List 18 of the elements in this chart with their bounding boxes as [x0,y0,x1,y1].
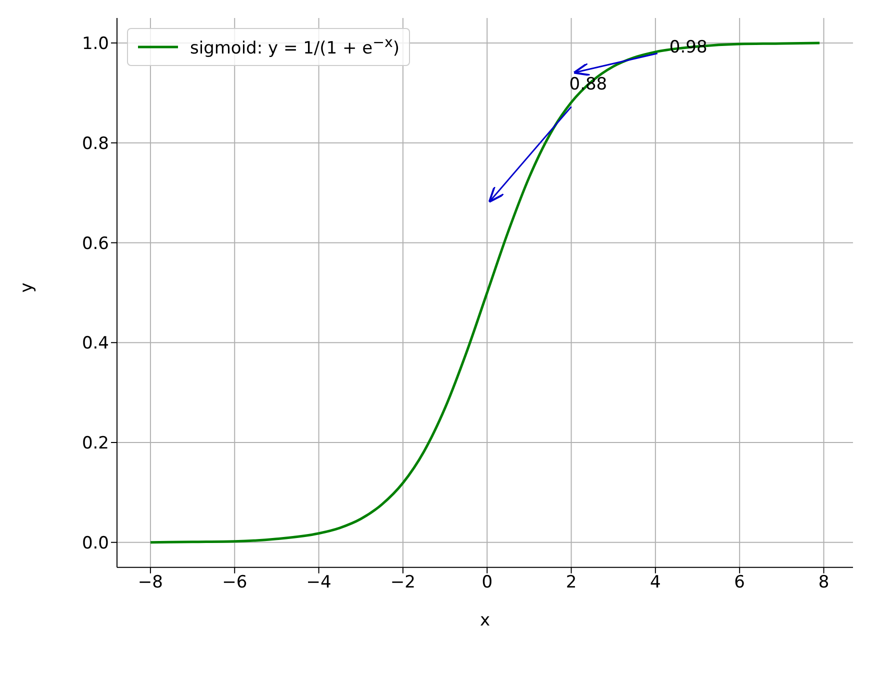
y-tick-label: 0.0 [82,533,109,554]
x-tick-label: −2 [390,572,416,592]
x-tick-label: −6 [222,572,248,592]
y-tick-label: 0.4 [82,334,109,354]
x-axis-title: x [480,610,490,630]
x-tick-label: 0 [482,572,493,592]
x-tick-label: −4 [306,572,332,592]
y-tick-label: 0.8 [82,134,109,154]
x-tick-label: −8 [138,572,163,592]
x-tick-label: 8 [818,572,830,592]
y-tick-label: 0.2 [82,434,109,454]
y-tick-label: 0.6 [82,234,109,254]
x-tick-label: 2 [566,572,577,592]
legend-label: sigmoid: y = 1/(1 + e$^{−x}$) [190,35,400,59]
x-tick-label: 6 [734,572,746,592]
y-tick-label: 1.0 [82,34,109,54]
x-tick-label: 4 [650,572,661,592]
y-axis-title: y [17,282,38,293]
